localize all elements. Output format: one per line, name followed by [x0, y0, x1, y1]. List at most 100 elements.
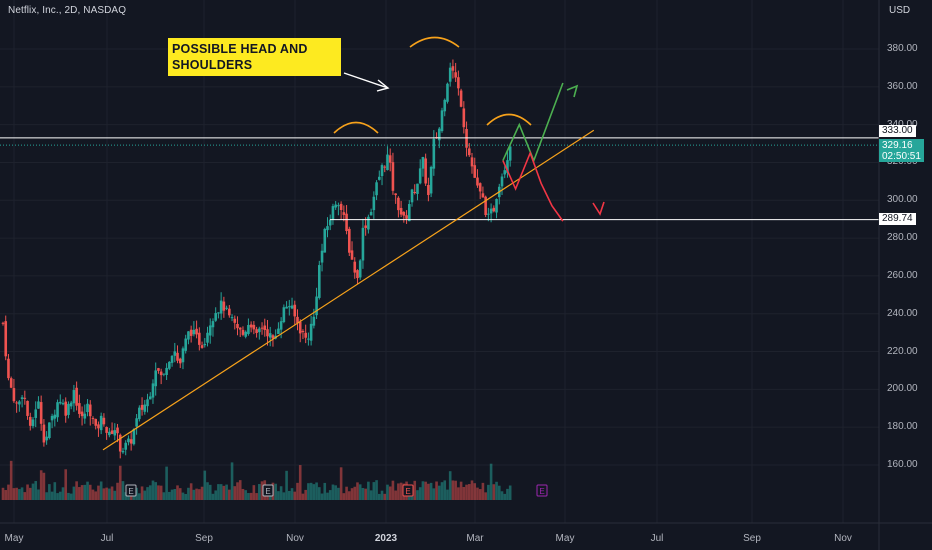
volume-bar [252, 485, 256, 500]
volume-bar [219, 484, 223, 500]
volume-bar [178, 488, 182, 500]
volume-bar [484, 492, 487, 500]
candle-body [118, 434, 122, 452]
candle-body [56, 402, 59, 418]
volume-bar [206, 482, 209, 500]
volume-bar [23, 492, 27, 500]
volume-bar [429, 482, 433, 500]
volume-bar [495, 481, 498, 500]
candle-body [470, 157, 474, 167]
candle-body [200, 345, 204, 348]
volume-bar [53, 482, 57, 500]
candle-body [247, 324, 250, 335]
candle-body [271, 335, 275, 339]
candle-body [277, 328, 280, 335]
candle-body [492, 207, 496, 212]
volume-bar [15, 487, 18, 500]
volume-bar [58, 491, 62, 500]
volume-bar [200, 486, 204, 500]
volume-bar [50, 491, 54, 500]
volume-bar [124, 492, 128, 500]
candle-body [402, 211, 406, 216]
volume-bar [238, 480, 242, 500]
volume-bar [140, 486, 144, 500]
candle-body [268, 333, 272, 338]
candle-body [293, 304, 297, 317]
volume-bar [86, 481, 89, 500]
volume-bar [446, 489, 449, 500]
volume-bar [94, 491, 98, 500]
candle-body [20, 397, 24, 400]
bullish-arrowhead [566, 84, 579, 98]
volume-bar [176, 485, 179, 500]
candle-body [249, 324, 253, 328]
volume-bar [465, 484, 468, 500]
volume-bar [39, 470, 43, 500]
candle-body [448, 67, 452, 82]
candle-body [252, 324, 256, 330]
candle-body [258, 328, 261, 333]
candle-body [418, 168, 422, 184]
candle-body [135, 418, 138, 427]
left-shoulder-arc [333, 121, 379, 134]
candle-body [487, 213, 490, 215]
candle-body [12, 388, 16, 402]
candle-body [348, 228, 351, 253]
candle-body [391, 162, 395, 191]
candle-body [211, 321, 215, 328]
volume-bar [88, 484, 92, 500]
volume-bar [198, 489, 201, 500]
volume-bar [372, 482, 376, 500]
date-tick-label: Nov [286, 533, 304, 544]
volume-bar [244, 490, 247, 500]
volume-bar [75, 481, 78, 500]
candle-body [304, 332, 307, 338]
candle-body [238, 327, 242, 330]
volume-bar [28, 487, 32, 500]
volume-bar [260, 481, 264, 500]
volume-bar [383, 493, 387, 500]
candlesticks [1, 59, 512, 459]
candle-body [377, 176, 381, 180]
candle-body [42, 424, 46, 443]
candle-body [495, 199, 498, 213]
volume-bar [435, 481, 438, 500]
volume-bar [18, 489, 21, 500]
candle-body [168, 361, 171, 369]
volume-bar [277, 491, 280, 500]
volume-bar [448, 471, 452, 500]
volume-bar [380, 490, 384, 500]
candle-body [214, 313, 217, 321]
candle-body [503, 170, 507, 175]
candle-body [233, 318, 237, 323]
callout-line-1: POSSIBLE HEAD AND [172, 42, 308, 56]
volume-bar [391, 480, 395, 500]
candle-body [459, 90, 463, 107]
bearish-arrowhead [592, 201, 605, 216]
candle-body [429, 166, 433, 194]
candle-body [361, 227, 365, 261]
candle-body [451, 66, 455, 71]
candle-body [508, 146, 512, 161]
head-and-shoulders-callout[interactable]: POSSIBLE HEAD AND SHOULDERS [168, 38, 341, 76]
volume-bar [42, 472, 46, 500]
volume-bar [451, 480, 455, 500]
price-tick-label: 280.00 [887, 232, 918, 244]
volume-bar [339, 467, 343, 500]
candle-body [165, 367, 168, 375]
volume-bar [288, 490, 291, 500]
symbol-title[interactable]: Netflix, Inc., 2D, NASDAQ [8, 5, 127, 16]
candle-body [116, 427, 119, 434]
candle-body [473, 165, 477, 178]
candle-body [162, 373, 166, 375]
volume-bar [506, 488, 509, 500]
volume-bar [503, 493, 507, 500]
candle-body [484, 196, 487, 215]
volume-bar [394, 490, 397, 500]
volume-bar [478, 489, 482, 500]
volume-bars [1, 460, 512, 500]
volume-bar [427, 483, 430, 500]
volume-bar [217, 484, 220, 500]
volume-bar [157, 485, 160, 500]
